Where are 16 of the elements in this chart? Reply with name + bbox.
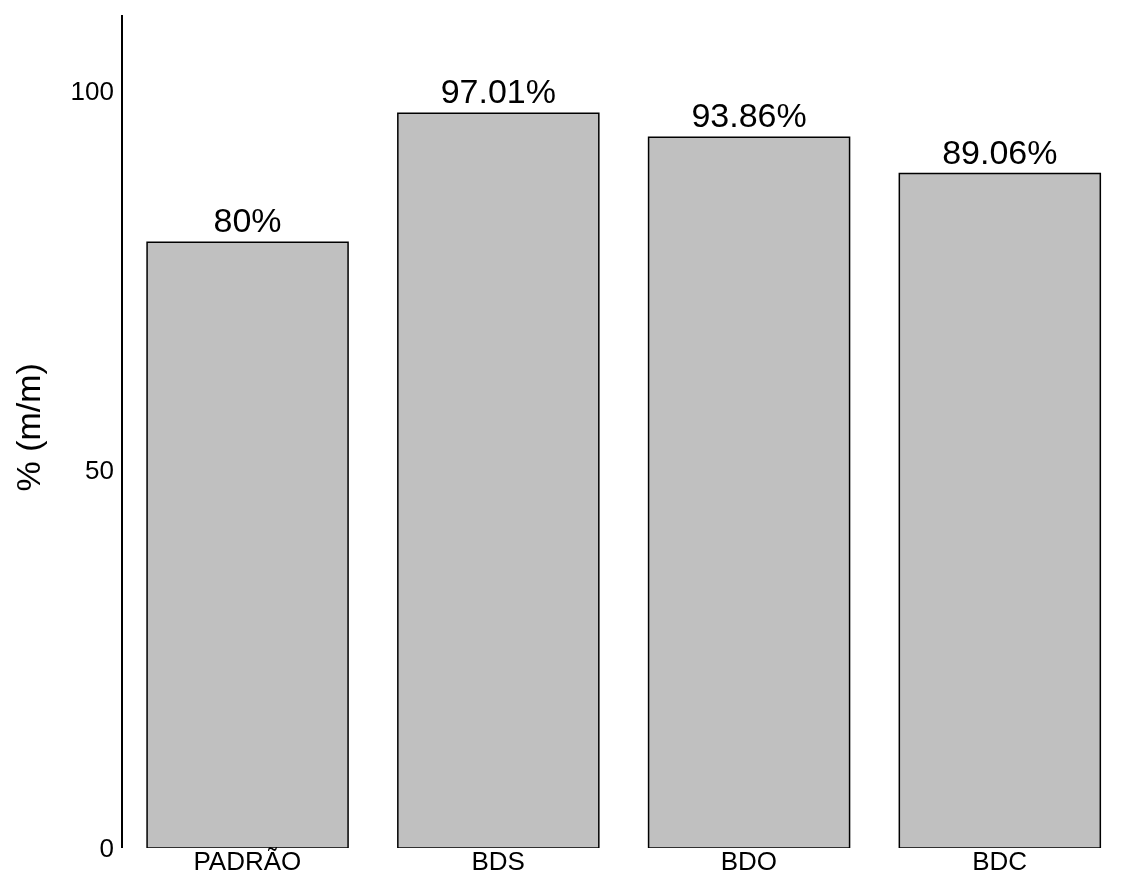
data-label: 93.86% [691,96,807,135]
x-tick-label: PADRÃO [193,846,302,875]
bar [647,136,851,848]
y-tick-label: 50 [85,454,114,485]
y-tick-label: 100 [70,75,114,106]
bar [146,241,349,848]
y-axis-title: % (m/m) [9,363,48,492]
data-label: 80% [213,201,282,240]
x-tick-label: BDC [972,846,1028,875]
y-tick-label: 0 [99,833,114,864]
x-tick-label: BDS [471,846,525,875]
bar [397,112,600,848]
data-label: 89.06% [942,132,1058,171]
x-tick-label: BDO [720,846,778,875]
data-label: 97.01% [440,72,556,111]
bar [898,172,1102,848]
